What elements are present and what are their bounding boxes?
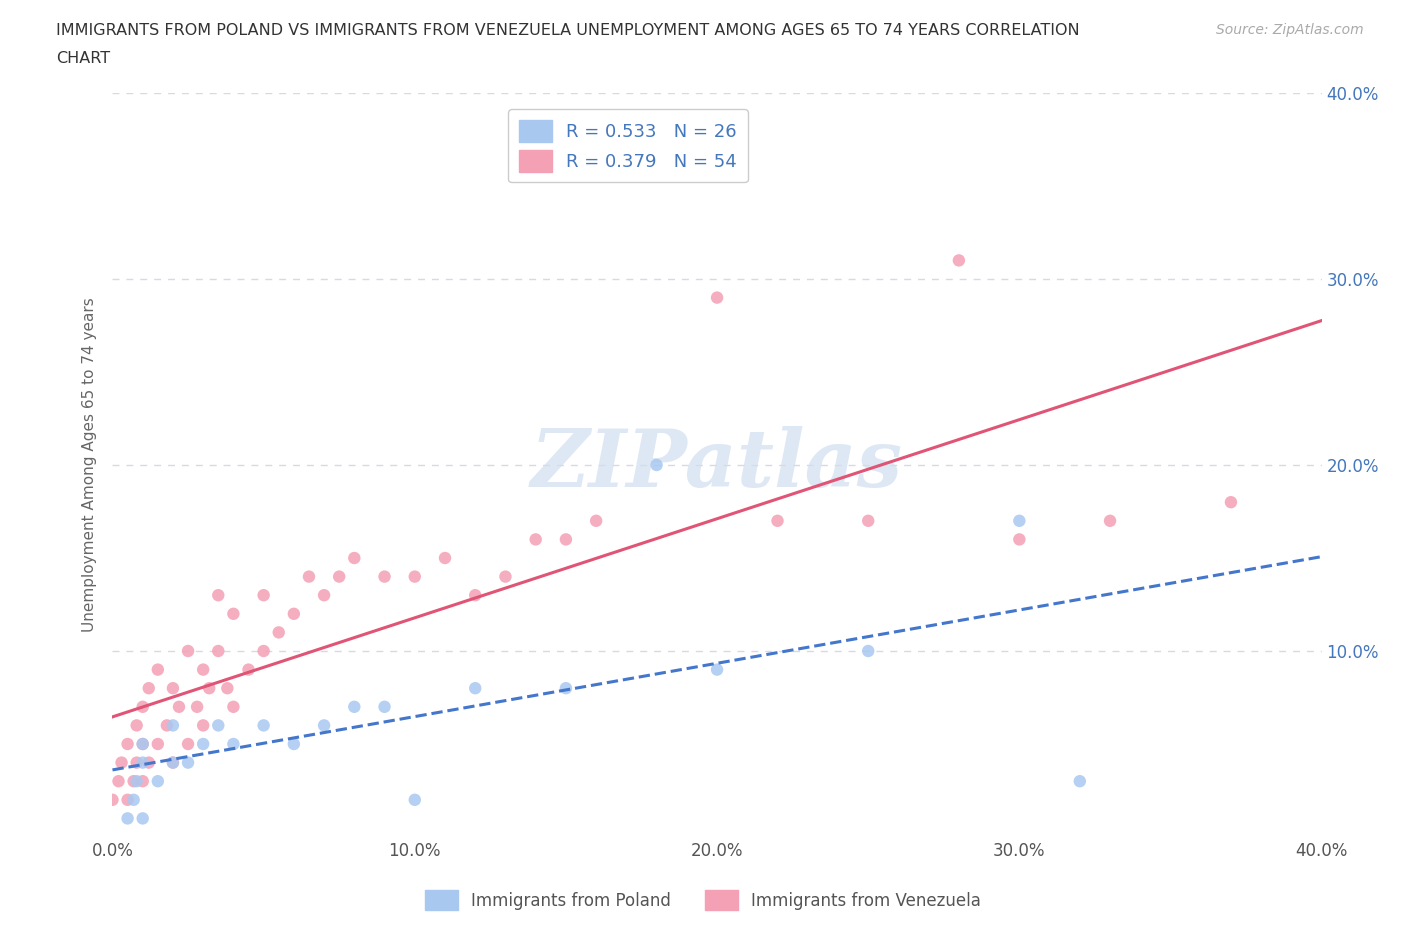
Point	[283, 606, 305, 621]
Point	[198, 681, 221, 696]
Point	[856, 513, 880, 528]
Point	[524, 532, 547, 547]
Point	[117, 811, 139, 826]
Point	[191, 737, 214, 751]
Point	[238, 662, 260, 677]
Point	[107, 774, 129, 789]
Point	[343, 699, 366, 714]
Point	[146, 662, 169, 677]
Point	[1069, 774, 1091, 789]
Point	[374, 569, 396, 584]
Point	[132, 699, 155, 714]
Point	[404, 792, 426, 807]
Point	[1098, 513, 1121, 528]
Point	[122, 792, 145, 807]
Point	[177, 737, 200, 751]
Point	[404, 569, 426, 584]
Point	[253, 588, 276, 603]
Point	[101, 792, 124, 807]
Point	[207, 588, 229, 603]
Point	[433, 551, 456, 565]
Point	[554, 681, 576, 696]
Point	[177, 644, 200, 658]
Point	[146, 774, 169, 789]
Legend: Immigrants from Poland, Immigrants from Venezuela: Immigrants from Poland, Immigrants from …	[418, 884, 988, 917]
Point	[217, 681, 239, 696]
Point	[645, 458, 668, 472]
Point	[125, 718, 148, 733]
Point	[328, 569, 350, 584]
Text: ZIPatlas: ZIPatlas	[531, 426, 903, 504]
Point	[706, 290, 728, 305]
Point	[314, 718, 336, 733]
Point	[138, 755, 160, 770]
Point	[110, 755, 132, 770]
Point	[1008, 513, 1031, 528]
Point	[283, 737, 305, 751]
Point	[464, 588, 486, 603]
Point	[464, 681, 486, 696]
Point	[253, 644, 276, 658]
Point	[222, 606, 245, 621]
Point	[177, 755, 200, 770]
Point	[1008, 532, 1031, 547]
Point	[207, 644, 229, 658]
Point	[298, 569, 321, 584]
Point	[706, 662, 728, 677]
Point	[125, 774, 148, 789]
Point	[207, 718, 229, 733]
Point	[495, 569, 517, 584]
Point	[156, 718, 179, 733]
Point	[162, 755, 184, 770]
Point	[948, 253, 970, 268]
Point	[138, 681, 160, 696]
Point	[554, 532, 576, 547]
Point	[222, 737, 245, 751]
Point	[132, 811, 155, 826]
Text: Source: ZipAtlas.com: Source: ZipAtlas.com	[1216, 23, 1364, 37]
Point	[374, 699, 396, 714]
Point	[122, 774, 145, 789]
Point	[162, 681, 184, 696]
Point	[186, 699, 208, 714]
Point	[117, 737, 139, 751]
Point	[167, 699, 190, 714]
Point	[191, 662, 214, 677]
Point	[267, 625, 290, 640]
Point	[222, 699, 245, 714]
Legend: R = 0.533   N = 26, R = 0.379   N = 54: R = 0.533 N = 26, R = 0.379 N = 54	[509, 110, 748, 182]
Point	[162, 755, 184, 770]
Y-axis label: Unemployment Among Ages 65 to 74 years: Unemployment Among Ages 65 to 74 years	[82, 298, 97, 632]
Point	[585, 513, 607, 528]
Point	[162, 718, 184, 733]
Point	[191, 718, 214, 733]
Point	[253, 718, 276, 733]
Point	[766, 513, 789, 528]
Point	[146, 737, 169, 751]
Point	[132, 774, 155, 789]
Point	[314, 588, 336, 603]
Point	[343, 551, 366, 565]
Point	[117, 792, 139, 807]
Point	[856, 644, 880, 658]
Point	[1220, 495, 1243, 510]
Point	[125, 755, 148, 770]
Point	[132, 755, 155, 770]
Point	[132, 737, 155, 751]
Text: IMMIGRANTS FROM POLAND VS IMMIGRANTS FROM VENEZUELA UNEMPLOYMENT AMONG AGES 65 T: IMMIGRANTS FROM POLAND VS IMMIGRANTS FRO…	[56, 23, 1080, 38]
Point	[132, 737, 155, 751]
Text: CHART: CHART	[56, 51, 110, 66]
